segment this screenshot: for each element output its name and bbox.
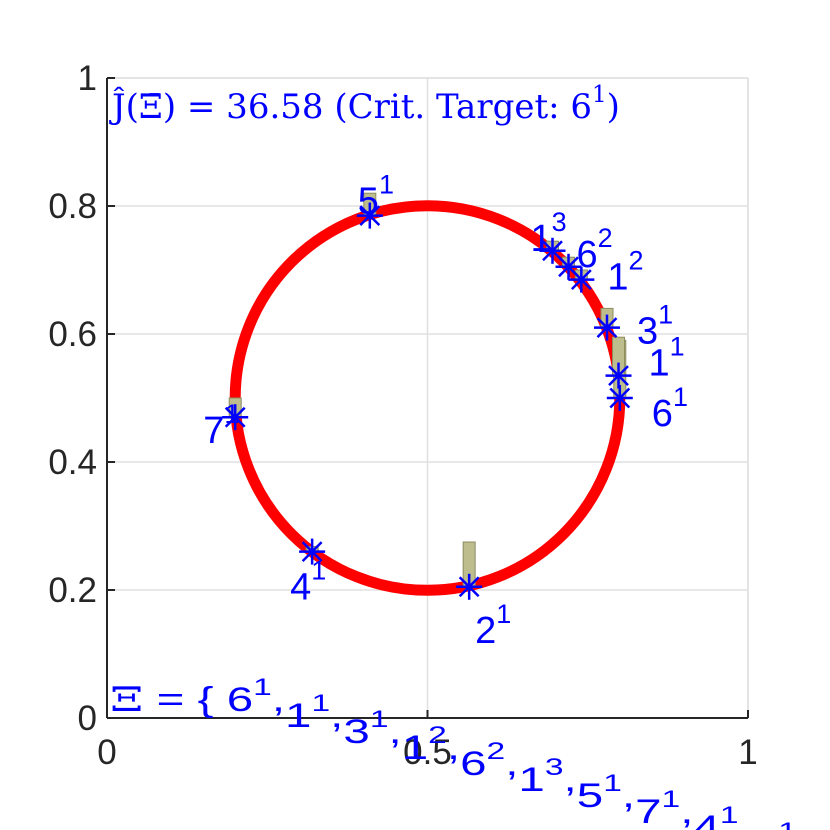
- marker-stroke: [608, 365, 629, 386]
- chart-title: Ĵ(Ξ̄) = 36.58 (Crit. Target: 61): [109, 82, 620, 127]
- y-tick-label: 0.8: [48, 187, 97, 226]
- point-label-1-2: 12: [607, 246, 643, 299]
- marker-stroke: [458, 576, 480, 598]
- y-tick-label: 0.6: [48, 315, 97, 354]
- axes: 0 0.5 1 0 0.2 0.4 0.6 0.8 1: [48, 59, 757, 772]
- point-label-7-1: 71: [203, 399, 239, 452]
- point-label-6-1: 61: [652, 382, 688, 435]
- sequence-label: Ξ = { 61,11,31,12,62,13,51,71,41,21 }: [110, 674, 826, 830]
- markers-layer: [222, 202, 633, 600]
- point-label-6-2: 62: [577, 223, 613, 276]
- marker-stroke: [301, 541, 323, 562]
- marker-5-1: [356, 202, 383, 229]
- point-label-5-1: 51: [358, 170, 394, 223]
- marker-stroke: [224, 406, 246, 428]
- marker-1-3: [539, 237, 566, 264]
- marker-stroke: [558, 256, 579, 278]
- x-tick-label: 0.5: [403, 733, 452, 772]
- point-label-1-1: 11: [649, 332, 685, 385]
- marker-2-1: [456, 573, 483, 600]
- y-tick-label: 0.2: [48, 571, 97, 610]
- marker-stroke: [570, 269, 592, 290]
- marker-stroke: [542, 240, 563, 262]
- marker-stroke: [609, 387, 631, 409]
- marker-1-1: [605, 362, 632, 389]
- y-tick-label: 0.4: [48, 443, 97, 482]
- point-label-4-1: 41: [290, 556, 326, 609]
- marker-4-1: [299, 538, 326, 565]
- x-tick-label: 1: [738, 733, 757, 772]
- marker-stroke: [359, 205, 381, 226]
- point-label-2-1: 21: [475, 599, 511, 652]
- marker-stroke: [596, 317, 618, 338]
- point-label-1-3: 13: [530, 207, 566, 260]
- x-tick-label: 0: [97, 733, 116, 772]
- marker-6-1: [606, 385, 633, 411]
- marker-7-1: [222, 404, 249, 431]
- marker-6-2: [555, 253, 582, 280]
- marker-3-1: [593, 314, 620, 341]
- y-tick-label: 1: [78, 59, 97, 98]
- point-label-3-1: 31: [637, 300, 673, 353]
- y-tick-label: 0: [78, 699, 97, 738]
